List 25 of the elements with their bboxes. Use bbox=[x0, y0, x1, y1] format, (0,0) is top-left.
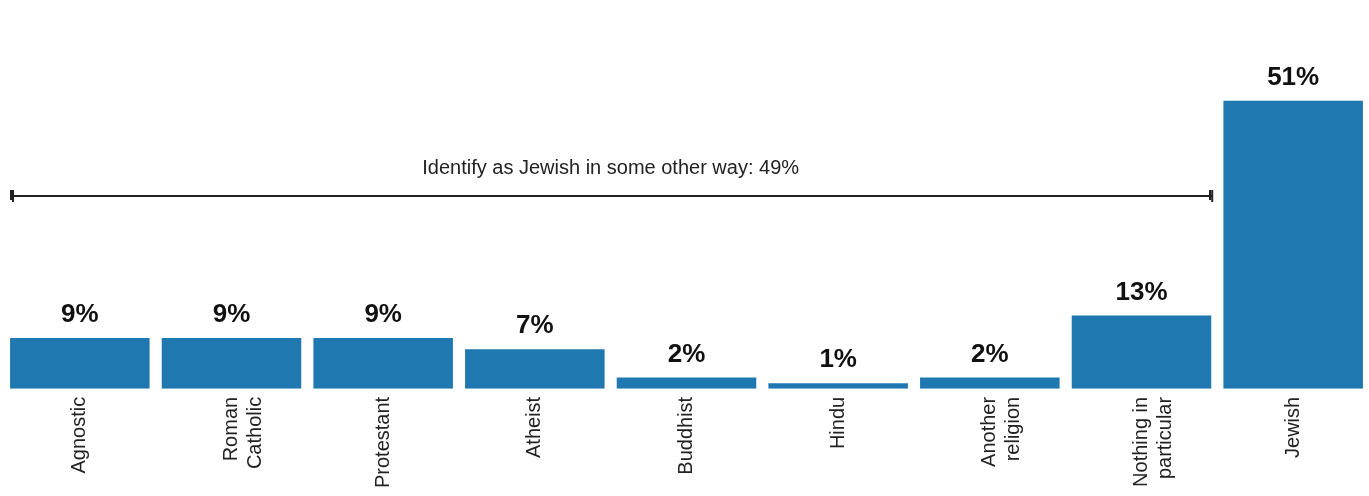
bar bbox=[10, 338, 150, 389]
x-tick-label: Protestant bbox=[370, 396, 393, 489]
x-tick-label: Nothing in particular bbox=[1129, 396, 1176, 487]
data-label: 2% bbox=[667, 337, 706, 368]
x-tick-label: Hindu bbox=[825, 396, 848, 450]
bar bbox=[313, 338, 453, 389]
data-label: 51% bbox=[1267, 61, 1320, 91]
bar bbox=[1071, 315, 1212, 389]
annotation: Identify as Jewish in some other way: 49% bbox=[422, 155, 800, 179]
x-tick-label: Atheist bbox=[522, 396, 545, 458]
x-tick-label: Jewish bbox=[1280, 396, 1303, 458]
data-label: 1% bbox=[819, 343, 857, 374]
x-tick-label: Another religion bbox=[977, 396, 1024, 467]
bar bbox=[161, 338, 302, 389]
x-tick-label: Roman Catholic bbox=[219, 396, 266, 470]
x-tick-label: Buddhist bbox=[674, 396, 697, 475]
x-tick-label: Agnostic bbox=[67, 396, 90, 474]
data-label: 2% bbox=[971, 337, 1009, 368]
data-label: 13% bbox=[1115, 275, 1168, 306]
data-label: 9% bbox=[212, 298, 251, 329]
data-label: 9% bbox=[61, 298, 99, 329]
data-label: 7% bbox=[516, 309, 554, 340]
data-label: 9% bbox=[364, 298, 402, 329]
bar bbox=[1223, 100, 1363, 389]
bar bbox=[465, 349, 605, 389]
